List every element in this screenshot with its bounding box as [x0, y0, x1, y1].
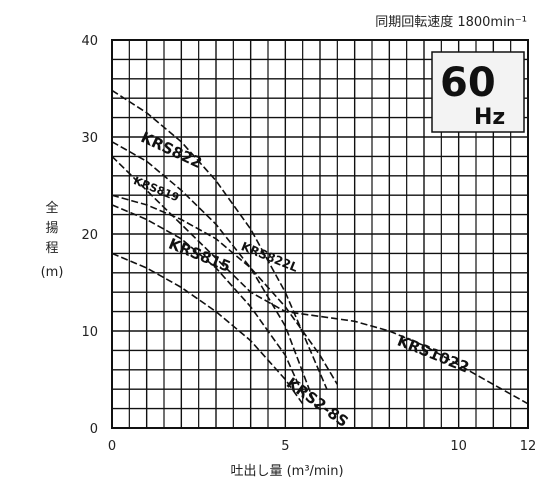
- y-axis-label-1: 全: [45, 200, 58, 216]
- series-label-krs822l: KRS822L: [239, 239, 300, 275]
- x-tick-label: 12: [520, 439, 537, 454]
- frequency-unit: Hz: [474, 105, 505, 130]
- y-axis-label-unit: (m): [41, 265, 64, 280]
- series-label-krs822: KRS822: [138, 128, 205, 172]
- frequency-value: 60: [440, 60, 496, 106]
- tick-labels: 0 5 10 12 0 10 20 30 40: [81, 34, 536, 454]
- series-label-krs2-8s: KRS2-8S: [283, 374, 352, 431]
- speed-header: 同期回転速度 1800min⁻¹: [375, 14, 527, 30]
- y-tick-label: 30: [81, 131, 98, 146]
- y-axis-label-3: 程: [45, 241, 58, 256]
- grid: [111, 39, 529, 429]
- series-krs2-8s-line: [111, 252, 304, 405]
- x-tick-label: 0: [108, 439, 116, 454]
- series-layer: [111, 89, 529, 409]
- y-tick-label: 10: [81, 325, 98, 340]
- x-tick-label: 10: [450, 439, 467, 454]
- y-tick-label: 40: [81, 34, 98, 49]
- series-krs815-line: [111, 204, 304, 395]
- y-tick-label: 20: [81, 228, 98, 243]
- plot-frame: [111, 39, 529, 429]
- series-krs822l-line: [111, 194, 338, 385]
- series-krs822-line: [111, 89, 328, 390]
- x-axis-label: 吐出し量 (m³/min): [230, 464, 343, 479]
- y-tick-label: 0: [90, 422, 98, 437]
- y-axis-label-2: 揚: [45, 220, 58, 236]
- series-krs819-line: [111, 141, 318, 409]
- series-label-krs815: KRS815: [166, 235, 233, 276]
- frequency-badge: [431, 51, 525, 133]
- x-tick-label: 5: [281, 439, 289, 454]
- series-krs1022-line: [111, 155, 529, 405]
